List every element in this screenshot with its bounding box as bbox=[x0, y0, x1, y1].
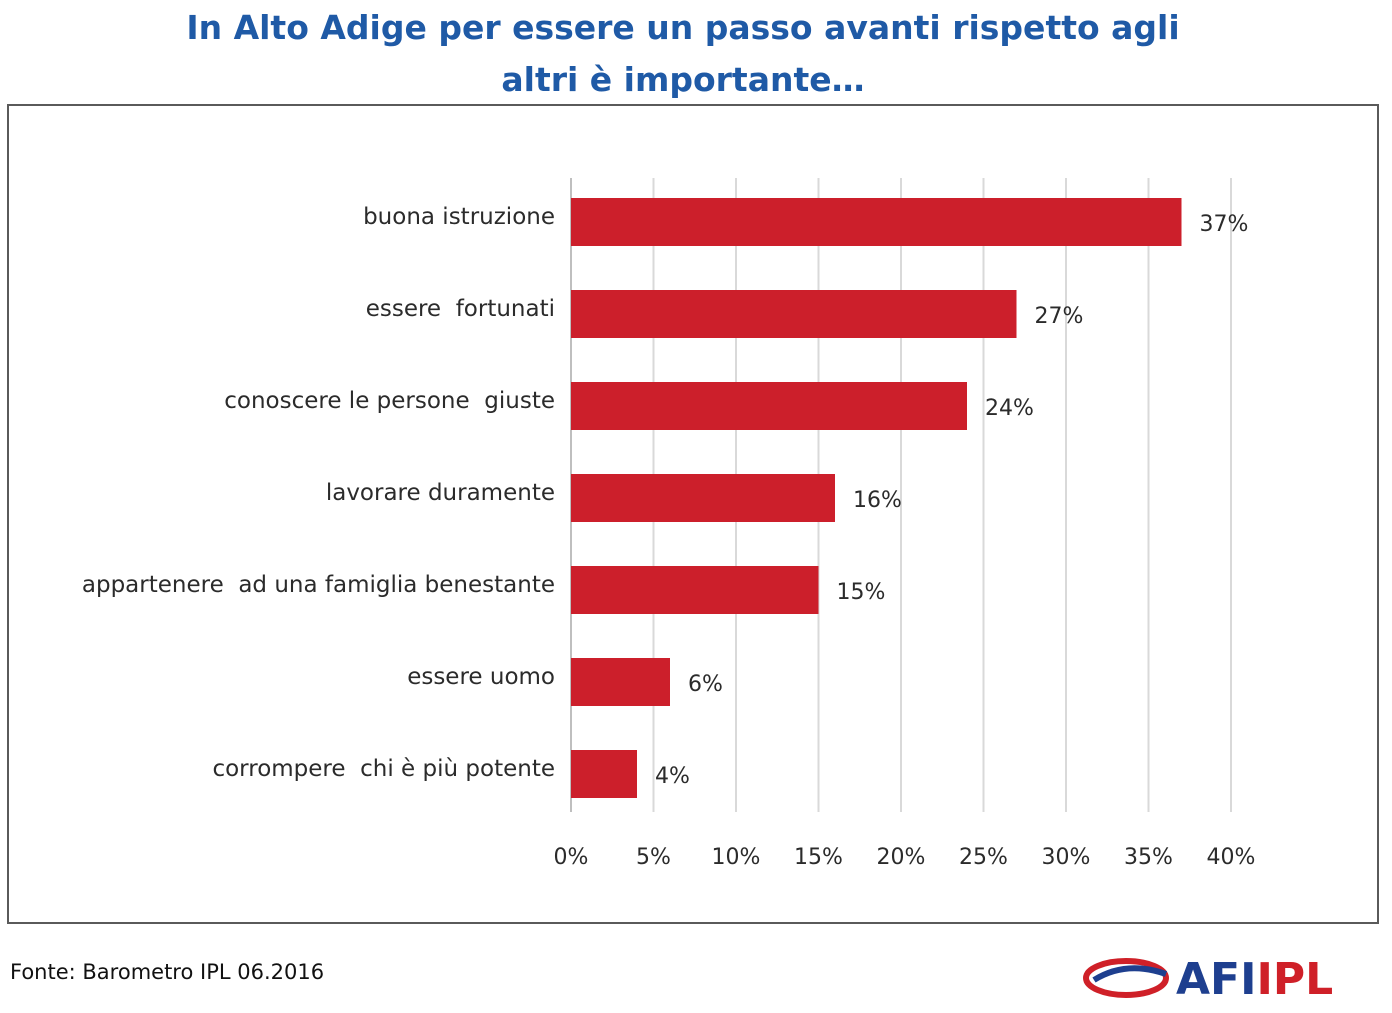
value-label: 37% bbox=[1200, 212, 1249, 237]
bars bbox=[571, 198, 1182, 798]
x-tick-label: 10% bbox=[712, 845, 761, 870]
category-label: lavorare duramente bbox=[326, 480, 555, 506]
x-tick-label: 5% bbox=[636, 845, 671, 870]
bar bbox=[571, 750, 637, 798]
value-label: 24% bbox=[985, 396, 1034, 421]
bar bbox=[571, 658, 670, 706]
category-label: conoscere le persone giuste bbox=[224, 388, 555, 414]
value-labels: 37% 27% 24% 16% 15% 6% 4% bbox=[655, 212, 1248, 789]
x-tick-label: 35% bbox=[1124, 845, 1173, 870]
logo-text-afi: AFI bbox=[1176, 954, 1256, 1004]
value-label: 27% bbox=[1035, 304, 1084, 329]
bar bbox=[571, 474, 835, 522]
chart-title: In Alto Adige per essere un passo avanti… bbox=[186, 8, 1180, 99]
bar bbox=[571, 198, 1182, 246]
bar bbox=[571, 290, 1017, 338]
category-label: corrompere chi è più potente bbox=[212, 756, 555, 782]
x-tick-label: 0% bbox=[554, 845, 589, 870]
source-note: Fonte: Barometro IPL 06.2016 bbox=[10, 960, 325, 984]
bar-chart: buona istruzione essere fortunati conoscer… bbox=[82, 178, 1256, 870]
x-tick-label: 30% bbox=[1042, 845, 1091, 870]
value-label: 4% bbox=[655, 764, 690, 789]
x-tick-label: 15% bbox=[794, 845, 843, 870]
x-tick-label: 25% bbox=[959, 845, 1008, 870]
bar bbox=[571, 566, 819, 614]
x-axis-tick-labels: 0% 5% 10% 15% 20% 25% 30% 35% 40% bbox=[554, 845, 1256, 870]
logo-text-ipl: IPL bbox=[1256, 954, 1333, 1004]
x-tick-label: 40% bbox=[1207, 845, 1256, 870]
value-label: 15% bbox=[837, 580, 886, 605]
category-label: buona istruzione bbox=[363, 204, 555, 230]
afiipl-logo: AFIIPL bbox=[1083, 954, 1333, 1004]
category-labels: buona istruzione essere fortunati conoscer… bbox=[82, 204, 555, 782]
swoosh-icon bbox=[1083, 958, 1169, 998]
bar bbox=[571, 382, 967, 430]
value-label: 6% bbox=[688, 672, 723, 697]
value-label: 16% bbox=[853, 488, 902, 513]
x-tick-label: 20% bbox=[877, 845, 926, 870]
category-label: appartenere ad una famiglia benestante bbox=[82, 572, 555, 598]
category-label: essere uomo bbox=[407, 664, 555, 690]
svg-text:AFIIPL: AFIIPL bbox=[1176, 954, 1333, 1004]
category-label: essere fortunati bbox=[366, 296, 555, 322]
